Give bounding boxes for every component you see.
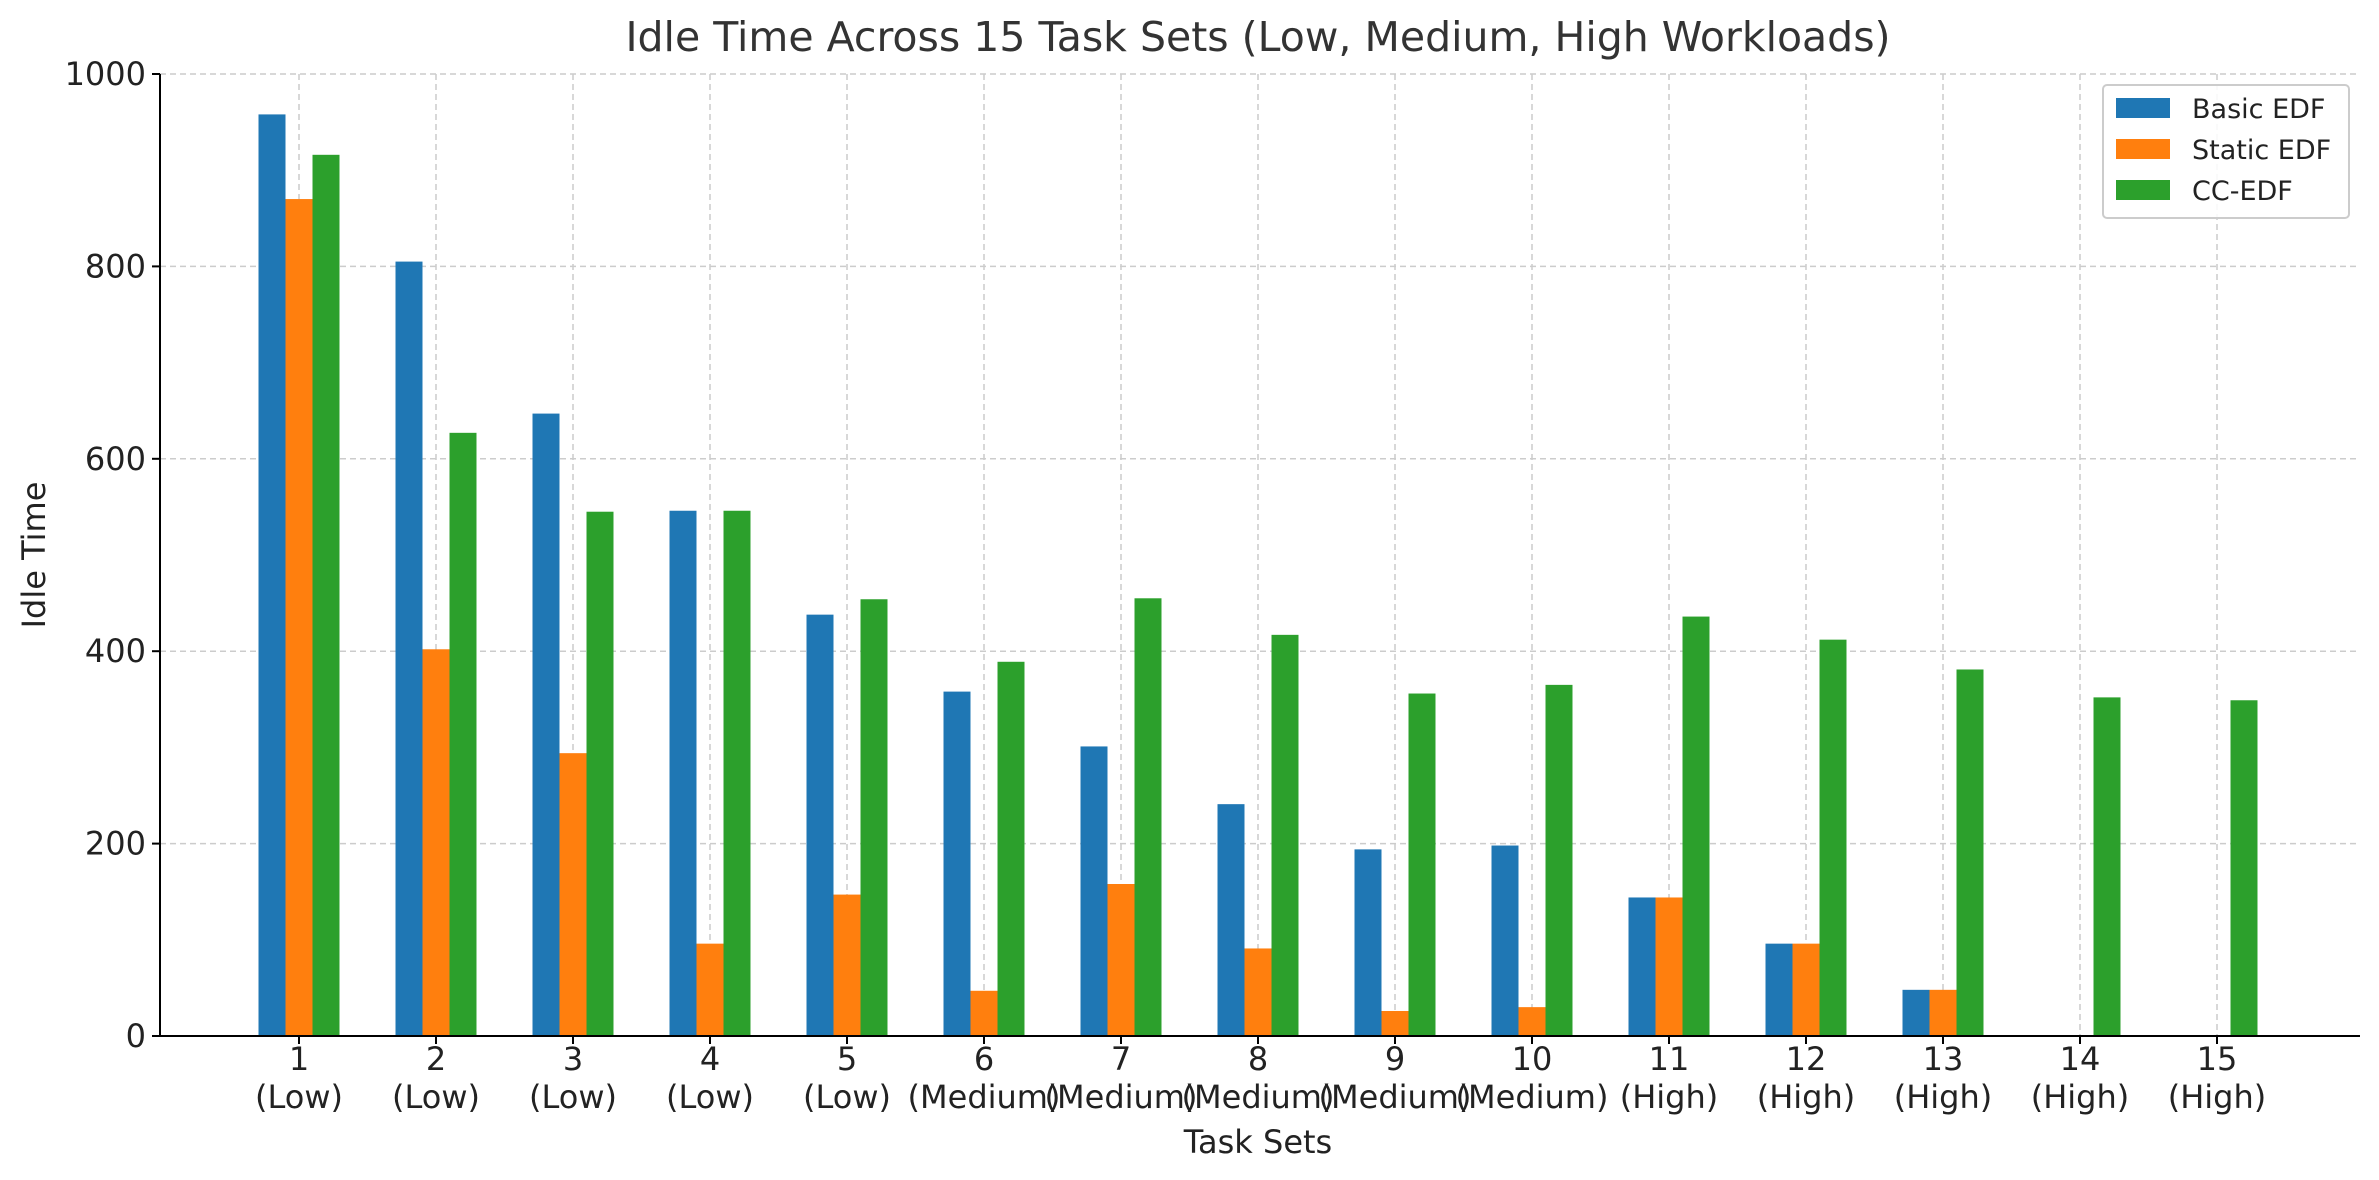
bar-cc-edf	[723, 510, 751, 1036]
x-tick-label-workload: (Low)	[803, 1078, 891, 1116]
bar-cc-edf	[2230, 700, 2258, 1036]
bar-cc-edf	[586, 511, 614, 1037]
x-tick-label-number: 4	[700, 1040, 720, 1078]
bar-static-edf	[1792, 943, 1820, 1036]
bar-basic-edf	[806, 614, 834, 1036]
bar-basic-edf	[1080, 746, 1108, 1036]
bar-cc-edf	[1956, 669, 1984, 1036]
y-ticks: 0 200 400 600 800 1000	[65, 55, 160, 1055]
y-tick-label: 600	[85, 440, 146, 478]
bar-static-edf	[1655, 897, 1683, 1036]
x-tick-label-number: 3	[563, 1040, 583, 1078]
bar-basic-edf	[1765, 943, 1793, 1036]
bar-static-edf	[1381, 1010, 1409, 1036]
bar-cc-edf	[1819, 639, 1847, 1036]
x-tick-label-workload: (Low)	[392, 1078, 480, 1116]
x-ticks: 1(Low)2(Low)3(Low)4(Low)5(Low)6(Medium)7…	[255, 1036, 2266, 1116]
legend-label: CC-EDF	[2192, 176, 2293, 207]
x-tick-label-workload: (Medium)	[1182, 1078, 1335, 1116]
x-tick-label-number: 11	[1649, 1040, 1690, 1078]
bar-cc-edf	[1545, 684, 1573, 1036]
y-tick-label: 1000	[65, 55, 146, 93]
legend: Basic EDF Static EDF CC-EDF	[2102, 84, 2350, 219]
bar-static-edf	[1107, 884, 1135, 1036]
x-tick-label-number: 5	[837, 1040, 857, 1078]
y-tick-label: 0	[126, 1017, 146, 1055]
bar-basic-edf	[1491, 845, 1519, 1036]
bars	[258, 114, 2258, 1037]
bar-static-edf	[1518, 1007, 1546, 1036]
x-tick-label-workload: (High)	[1757, 1078, 1856, 1116]
axes	[159, 74, 2360, 1037]
bar-cc-edf	[1134, 598, 1162, 1036]
grid	[160, 73, 2360, 1037]
bar-cc-edf	[449, 432, 477, 1036]
x-tick-label-number: 2	[426, 1040, 446, 1078]
bar-basic-edf	[1354, 849, 1382, 1036]
bar-basic-edf	[532, 413, 560, 1036]
x-axis-label: Task Sets	[1183, 1123, 1332, 1161]
y-tick-label: 800	[85, 247, 146, 285]
x-tick-label-number: 7	[1111, 1040, 1131, 1078]
x-tick-label-number: 6	[974, 1040, 994, 1078]
bar-cc-edf	[1271, 634, 1299, 1036]
x-tick-label-workload: (Low)	[666, 1078, 754, 1116]
bar-cc-edf	[1408, 693, 1436, 1036]
bar-basic-edf	[1217, 804, 1245, 1036]
legend-swatch	[2116, 180, 2170, 200]
x-tick-label-number: 14	[2060, 1040, 2101, 1078]
x-tick-label-workload: (High)	[1620, 1078, 1719, 1116]
legend-swatch	[2116, 98, 2170, 118]
legend-label: Static EDF	[2192, 135, 2331, 166]
bar-static-edf	[285, 199, 313, 1036]
y-tick-label: 400	[85, 632, 146, 670]
bar-basic-edf	[395, 261, 423, 1037]
x-tick-label-number: 8	[1248, 1040, 1268, 1078]
x-tick-label-number: 15	[2197, 1040, 2238, 1078]
bar-cc-edf	[1682, 616, 1710, 1036]
bar-static-edf	[1244, 948, 1272, 1036]
x-tick-label-workload: (Medium)	[908, 1078, 1061, 1116]
bar-static-edf	[833, 894, 861, 1036]
bar-static-edf	[422, 649, 450, 1036]
bar-basic-edf	[943, 691, 971, 1036]
bar-basic-edf	[258, 114, 286, 1037]
bar-cc-edf	[312, 154, 340, 1037]
bar-static-edf	[559, 753, 587, 1036]
x-tick-label-workload: (Medium)	[1319, 1078, 1472, 1116]
bar-cc-edf	[2093, 697, 2121, 1036]
x-tick-label-workload: (High)	[2168, 1078, 2267, 1116]
legend-swatch	[2116, 139, 2170, 159]
x-tick-label-number: 13	[1923, 1040, 1964, 1078]
bar-cc-edf	[997, 661, 1025, 1036]
x-tick-label-number: 1	[289, 1040, 309, 1078]
x-tick-label-workload: (Low)	[255, 1078, 343, 1116]
bar-static-edf	[696, 943, 724, 1036]
x-tick-label-number: 9	[1385, 1040, 1405, 1078]
bar-cc-edf	[860, 599, 888, 1036]
bar-basic-edf	[669, 510, 697, 1036]
x-tick-label-number: 10	[1512, 1040, 1553, 1078]
x-tick-label-workload: (Medium)	[1456, 1078, 1609, 1116]
x-tick-label-workload: (Medium)	[1045, 1078, 1198, 1116]
legend-label: Basic EDF	[2192, 94, 2325, 125]
bar-basic-edf	[1628, 897, 1656, 1036]
bar-static-edf	[1929, 989, 1957, 1036]
bar-basic-edf	[1902, 989, 1930, 1036]
chart-title: Idle Time Across 15 Task Sets (Low, Medi…	[625, 13, 1890, 61]
y-tick-label: 200	[85, 825, 146, 863]
bar-static-edf	[970, 990, 998, 1036]
y-axis-label: Idle Time	[15, 482, 53, 629]
x-tick-label-workload: (High)	[1894, 1078, 1993, 1116]
x-tick-label-workload: (High)	[2031, 1078, 2130, 1116]
x-tick-label-number: 12	[1786, 1040, 1827, 1078]
x-tick-label-workload: (Low)	[529, 1078, 617, 1116]
